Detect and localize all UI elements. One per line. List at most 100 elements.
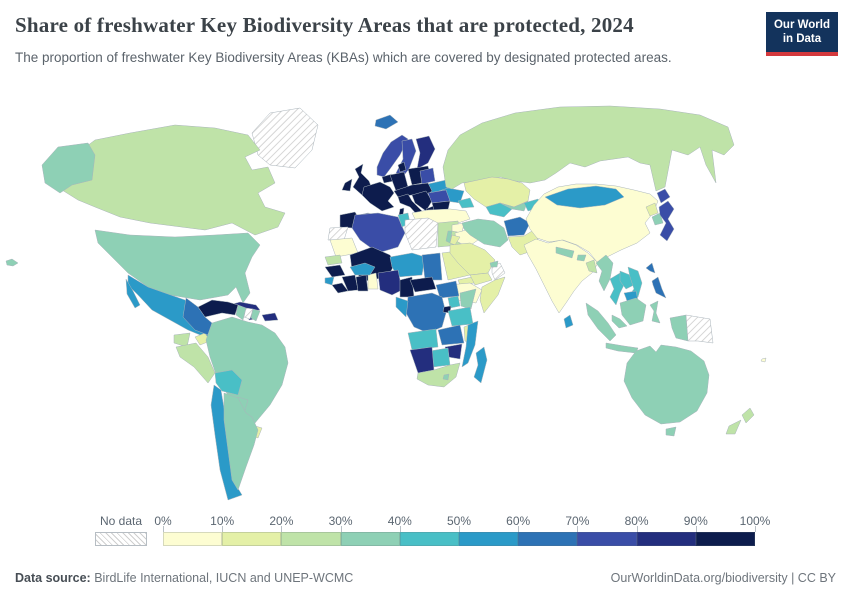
country-zambia[interactable]: [437, 324, 465, 346]
legend-tick-label: 90%: [683, 514, 708, 528]
country-turkmenistan[interactable]: [485, 202, 513, 218]
country-uae[interactable]: [489, 260, 499, 268]
country-peru[interactable]: [175, 342, 216, 384]
country-new-zealand-south[interactable]: [725, 419, 742, 435]
country-iran[interactable]: [461, 218, 509, 248]
country-guyana[interactable]: [235, 304, 247, 321]
country-laos[interactable]: [619, 270, 635, 290]
country-indonesia-borneo[interactable]: [619, 297, 647, 326]
country-iceland[interactable]: [374, 114, 399, 130]
country-kenya[interactable]: [459, 288, 477, 310]
country-france[interactable]: [361, 181, 395, 212]
country-lesotho[interactable]: [442, 373, 450, 381]
country-philippines-luzon[interactable]: [645, 262, 656, 274]
country-libya[interactable]: [404, 217, 439, 251]
legend-cell[interactable]: [518, 532, 578, 546]
country-usa[interactable]: [94, 229, 261, 304]
country-fiji[interactable]: [760, 357, 767, 363]
country-caucasus[interactable]: [457, 197, 475, 209]
country-argentina[interactable]: [223, 392, 259, 491]
country-greenland[interactable]: [251, 107, 319, 169]
country-indonesia-java[interactable]: [605, 342, 639, 354]
country-yemen[interactable]: [469, 272, 493, 286]
footer-credit[interactable]: OurWorldinData.org/biodiversity | CC BY: [610, 571, 836, 585]
country-uzbekistan[interactable]: [499, 200, 529, 212]
country-nepal[interactable]: [555, 246, 575, 259]
country-bhutan[interactable]: [576, 254, 587, 262]
country-indonesia-sumatra[interactable]: [585, 302, 617, 342]
country-burkina-faso[interactable]: [349, 262, 376, 276]
country-sri-lanka[interactable]: [563, 314, 574, 329]
country-indonesia-sulawesi[interactable]: [649, 300, 661, 324]
country-tanzania[interactable]: [447, 306, 474, 327]
country-uganda[interactable]: [447, 295, 461, 309]
country-bangladesh[interactable]: [585, 259, 598, 274]
country-bolivia[interactable]: [214, 369, 243, 396]
country-hispaniola[interactable]: [261, 312, 279, 322]
country-philippines-mindanao[interactable]: [651, 276, 667, 299]
country-madagascar[interactable]: [473, 346, 488, 384]
country-congo-gabon[interactable]: [395, 296, 409, 318]
legend-cell[interactable]: [399, 532, 459, 546]
country-finland[interactable]: [415, 135, 436, 170]
country-north-korea[interactable]: [645, 202, 659, 217]
country-venezuela[interactable]: [197, 299, 239, 318]
country-namibia[interactable]: [409, 346, 435, 374]
legend-tick-label: 50%: [446, 514, 472, 528]
country-indonesia-west-new-guinea[interactable]: [669, 314, 689, 342]
country-south-sudan[interactable]: [435, 280, 460, 299]
country-papua-new-guinea[interactable]: [685, 314, 714, 344]
country-niger[interactable]: [389, 252, 426, 278]
country-sierra-leone[interactable]: [324, 276, 335, 286]
country-french-guiana[interactable]: [250, 308, 261, 322]
country-denmark[interactable]: [397, 161, 407, 173]
country-drc[interactable]: [405, 292, 447, 334]
owid-logo[interactable]: Our World in Data: [765, 12, 838, 56]
country-canada[interactable]: [61, 124, 286, 236]
country-chad[interactable]: [421, 252, 443, 281]
country-senegal[interactable]: [324, 254, 343, 266]
legend-cell[interactable]: [340, 532, 400, 546]
legend-cell[interactable]: [459, 532, 519, 546]
country-japan-honshu[interactable]: [658, 200, 675, 242]
legend-cell[interactable]: [163, 532, 223, 546]
country-mexico-baja[interactable]: [125, 278, 141, 309]
country-guinea[interactable]: [324, 264, 346, 278]
country-angola[interactable]: [407, 328, 439, 351]
country-baltics[interactable]: [419, 167, 436, 185]
country-ireland[interactable]: [341, 178, 353, 192]
legend-cell[interactable]: [636, 532, 696, 546]
legend-cell[interactable]: [577, 532, 637, 546]
country-suriname[interactable]: [243, 307, 254, 320]
country-balkans[interactable]: [411, 190, 433, 212]
country-japan-hokkaido[interactable]: [656, 188, 671, 204]
legend-tick-label: 100%: [739, 514, 771, 528]
country-australia[interactable]: [623, 344, 710, 425]
country-malaysia[interactable]: [611, 314, 628, 329]
legend-no-data-swatch[interactable]: [95, 532, 147, 546]
legend-cell[interactable]: [695, 532, 755, 546]
country-ghana[interactable]: [355, 274, 369, 292]
country-new-zealand-north[interactable]: [741, 407, 755, 424]
legend-cell[interactable]: [222, 532, 282, 546]
country-alaska[interactable]: [41, 142, 96, 194]
world-map: [0, 95, 850, 510]
legend-no-data-label: No data: [99, 514, 143, 528]
country-togo-benin[interactable]: [367, 272, 379, 290]
owid-logo-line2: in Data: [782, 33, 822, 46]
country-south-korea[interactable]: [651, 212, 664, 226]
legend-tickmark: [755, 526, 756, 532]
country-western-sahara[interactable]: [327, 226, 349, 241]
country-mongolia[interactable]: [544, 185, 625, 209]
legend-cell[interactable]: [281, 532, 341, 546]
country-mozambique[interactable]: [461, 320, 479, 368]
country-australia-tasmania[interactable]: [665, 426, 677, 437]
country-afghanistan[interactable]: [503, 216, 531, 237]
country-myanmar[interactable]: [595, 254, 614, 292]
country-algeria[interactable]: [351, 212, 406, 254]
country-south-africa[interactable]: [416, 362, 461, 388]
country-nigeria[interactable]: [377, 269, 403, 296]
country-hawaii[interactable]: [5, 258, 19, 267]
country-central-african-republic[interactable]: [409, 276, 437, 293]
